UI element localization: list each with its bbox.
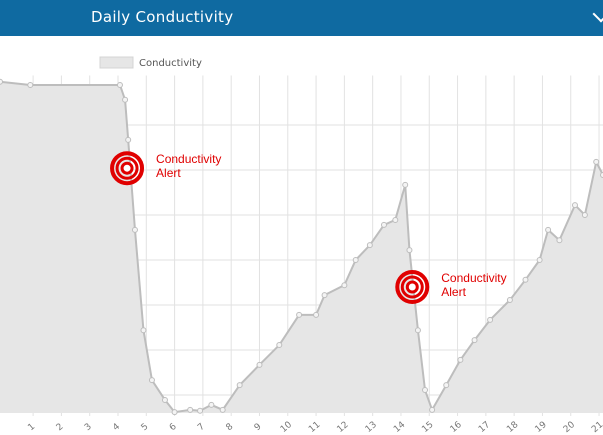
point	[443, 382, 450, 389]
point	[171, 409, 178, 416]
x-tick-label: 15	[420, 420, 435, 435]
point	[556, 237, 563, 244]
x-tick-label: 10	[279, 420, 294, 435]
x-tick-label: 12	[335, 420, 350, 435]
point	[392, 216, 399, 223]
x-tick-label: 21	[590, 420, 603, 435]
point	[593, 158, 600, 165]
x-tick-label: 7	[196, 422, 207, 433]
chart-title: Daily Conductivity	[91, 8, 234, 26]
point	[571, 202, 578, 209]
x-tick-label: 16	[449, 420, 464, 435]
point	[341, 282, 348, 289]
point	[187, 406, 194, 413]
legend-swatch	[99, 56, 134, 69]
point	[148, 377, 155, 384]
point	[536, 257, 543, 263]
x-tick-label: 19	[534, 420, 549, 435]
point	[116, 81, 123, 88]
x-tick-label: 6	[168, 422, 179, 434]
x-tick-label: 4	[111, 422, 122, 434]
x-tick-label: 3	[83, 422, 94, 433]
point	[197, 407, 204, 414]
point	[219, 406, 226, 413]
point	[0, 78, 3, 85]
point	[236, 382, 243, 389]
point	[581, 212, 588, 218]
alert-ring	[120, 161, 134, 175]
area-fill	[0, 81, 603, 414]
point	[313, 311, 320, 318]
alert-ring	[110, 151, 145, 186]
point	[522, 276, 529, 283]
x-tick-label: 18	[505, 420, 520, 435]
point	[380, 221, 387, 228]
x-tick-label: 11	[307, 420, 322, 435]
point	[296, 311, 303, 318]
point	[122, 96, 129, 103]
point	[600, 171, 603, 178]
point	[406, 247, 413, 254]
x-tick-label: 13	[364, 420, 379, 435]
point	[125, 136, 132, 143]
point	[457, 356, 464, 363]
x-tick-label: 1	[26, 422, 37, 433]
alert-ring	[400, 275, 424, 299]
point	[140, 327, 147, 334]
x-tick-label: 8	[224, 422, 235, 434]
header-bar: Daily Conductivity	[0, 0, 603, 36]
point	[402, 181, 409, 188]
point	[471, 337, 478, 344]
point	[366, 242, 373, 249]
point	[161, 396, 168, 403]
annotation: Conductivity Alert	[441, 271, 507, 299]
point	[414, 327, 421, 334]
alert-ring	[395, 270, 430, 304]
x-tick-label: 20	[562, 420, 577, 435]
point	[506, 297, 513, 304]
legend-label: Conductivity	[139, 58, 202, 69]
point	[208, 401, 215, 408]
point	[131, 226, 138, 233]
point	[545, 226, 552, 233]
alert-ring	[405, 280, 419, 294]
point	[321, 292, 328, 299]
x-tick-label: 5	[140, 422, 151, 433]
x-tick-label: 2	[55, 422, 66, 433]
point	[429, 406, 436, 413]
collapse-chevron[interactable]	[592, 5, 603, 23]
annotation: Conductivity Alert	[156, 152, 222, 181]
x-tick-label: 14	[392, 420, 407, 435]
point	[256, 361, 263, 368]
point	[27, 81, 34, 88]
point	[422, 387, 429, 394]
alert-ring	[115, 156, 139, 180]
point	[487, 316, 494, 323]
x-tick-label: 17	[477, 420, 492, 435]
point	[276, 342, 283, 349]
x-tick-label: 9	[253, 422, 264, 434]
point	[352, 257, 359, 263]
